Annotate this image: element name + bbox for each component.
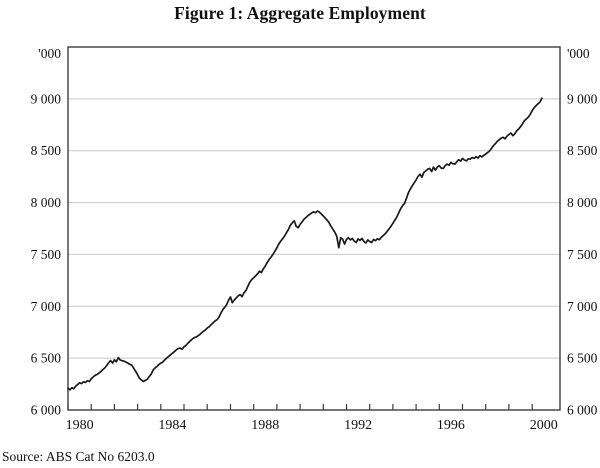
y-tick-label-left: 6 000 (31, 403, 62, 418)
y-axis-unit-label-left: '000 (38, 46, 61, 61)
y-tick-label-right: 7 000 (567, 299, 598, 314)
x-tick-label: 1992 (344, 418, 372, 433)
source-note: Source: ABS Cat No 6203.0 (2, 449, 155, 464)
y-tick-label-right: 8 500 (567, 143, 598, 158)
y-tick-label-right: 9 000 (567, 91, 598, 106)
x-tick-label: 1984 (158, 418, 186, 433)
y-tick-label-right: 8 000 (567, 195, 598, 210)
y-tick-label-left: 8 500 (31, 143, 62, 158)
x-tick-label: 2000 (530, 418, 558, 433)
y-tick-label-left: 7 000 (31, 299, 62, 314)
y-tick-label-right: 6 500 (567, 351, 598, 366)
x-tick-label: 1980 (66, 418, 94, 433)
y-tick-label-right: 7 500 (567, 247, 598, 262)
y-tick-label-left: 6 500 (31, 351, 62, 366)
y-axis-unit-label-right: '000 (567, 46, 590, 61)
plot-frame (67, 46, 561, 411)
employment-line (67, 97, 543, 391)
x-tick-label: 1996 (437, 418, 465, 433)
gridlines (68, 98, 560, 359)
x-axis-ticks (67, 404, 533, 410)
y-axis-labels-right: 6 000 6 500 7 000 7 500 8 000 8 500 9 000 '000 (567, 46, 598, 418)
x-axis-labels: 1980 1984 1988 1992 1996 2000 (66, 418, 558, 433)
x-tick-label: 1988 (251, 418, 279, 433)
y-tick-label-left: 7 500 (31, 247, 62, 262)
figure-title: Figure 1: Aggregate Employment (174, 3, 426, 23)
y-tick-label-left: 8 000 (31, 195, 62, 210)
y-tick-label-left: 9 000 (31, 91, 62, 106)
y-tick-label-right: 6 000 (567, 403, 598, 418)
y-axis-labels-left: 6 000 6 500 7 000 7 500 8 000 8 500 9 000 '000 (31, 46, 62, 418)
